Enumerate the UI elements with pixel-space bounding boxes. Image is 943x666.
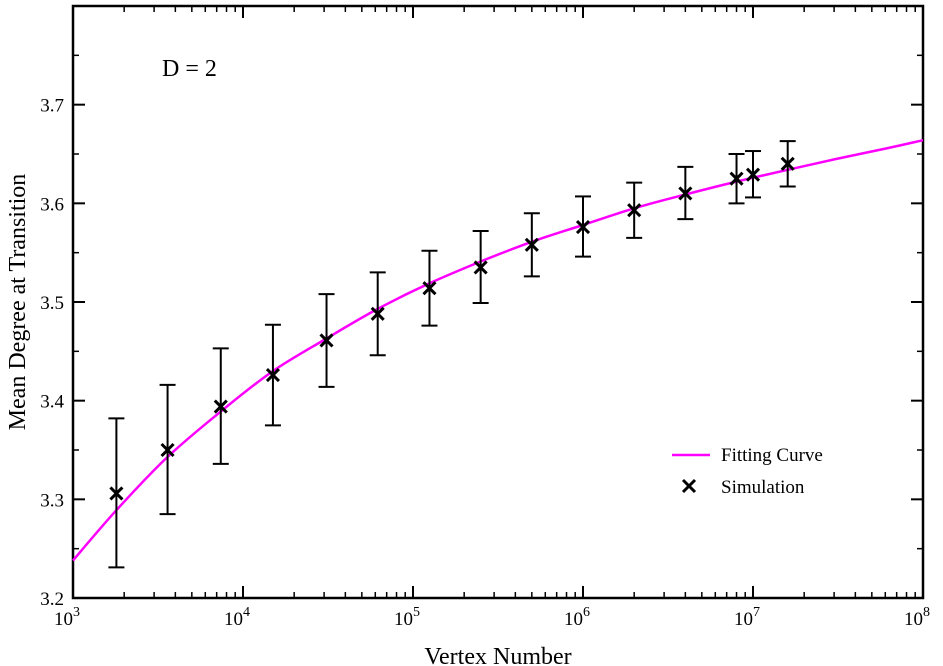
simulation-point xyxy=(212,347,229,465)
legend-simulation-marker xyxy=(681,478,697,494)
simulation-point xyxy=(318,293,335,388)
simulation-point xyxy=(472,229,489,304)
y-tick-label: 3.6 xyxy=(40,194,64,215)
marker-x-stroke xyxy=(160,442,175,458)
x-tick-label: 104 xyxy=(224,605,250,630)
y-tick-label: 3.4 xyxy=(40,392,64,413)
y-axis-label: Mean Degree at Transition xyxy=(5,174,31,431)
simulation-point xyxy=(677,165,694,221)
simulation-point xyxy=(728,153,745,205)
simulation-point xyxy=(421,249,438,327)
marker-x-stroke xyxy=(109,486,124,501)
simulation-points-layer xyxy=(108,140,796,569)
legend: Fitting Curve Simulation xyxy=(672,445,823,498)
x-tick-label: 106 xyxy=(564,605,590,630)
marker-x-stroke xyxy=(729,171,744,186)
legend-fitting-curve-label: Fitting Curve xyxy=(721,445,823,466)
simulation-point xyxy=(779,140,796,188)
y-tick-label: 3.3 xyxy=(40,490,64,511)
simulation-point xyxy=(159,383,176,516)
y-tick-label: 3.7 xyxy=(40,96,64,117)
marker-x-stroke xyxy=(575,219,591,235)
axis-tick-labels: 103 104 105 106 107 108 3.2 3.3 3.4 3.5 3.6 3.7 xyxy=(40,96,930,630)
legend-simulation-label: Simulation xyxy=(721,477,805,498)
marker-x-stroke xyxy=(422,281,437,296)
marker-x-stroke xyxy=(370,306,385,321)
marker-x-stroke xyxy=(319,333,334,348)
simulation-point xyxy=(369,271,386,357)
marker-x-stroke xyxy=(524,237,539,252)
y-tick-label: 3.2 xyxy=(40,589,64,610)
x-axis-label: Vertex Number xyxy=(424,644,571,666)
x-tick-label: 103 xyxy=(54,605,80,630)
simulation-point xyxy=(264,323,281,427)
annotation-d2: D = 2 xyxy=(162,56,217,82)
y-tick-label: 3.5 xyxy=(40,293,64,314)
simulation-point xyxy=(575,195,591,258)
x-tick-label: 105 xyxy=(394,605,420,630)
marker-x-stroke xyxy=(678,186,693,201)
marker-x-stroke xyxy=(780,156,795,171)
x-tick-label: 107 xyxy=(734,605,760,630)
simulation-point xyxy=(108,417,125,569)
plot-frame xyxy=(71,4,925,600)
marker-x-stroke xyxy=(745,167,761,182)
simulation-point xyxy=(523,212,540,278)
simulation-point xyxy=(626,181,643,239)
marker-x-stroke xyxy=(213,399,228,414)
x-tick-label: 108 xyxy=(904,605,930,630)
marker-x-stroke xyxy=(473,260,488,275)
marker-x-stroke xyxy=(265,367,280,383)
marker-x-stroke xyxy=(627,203,642,218)
simulation-point xyxy=(745,150,761,199)
axis-ticks xyxy=(72,6,924,599)
